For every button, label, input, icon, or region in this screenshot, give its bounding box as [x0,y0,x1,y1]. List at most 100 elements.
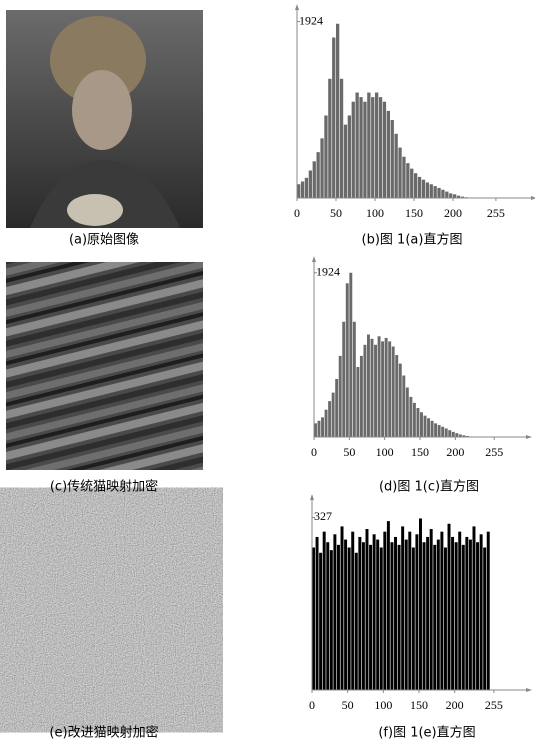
bar [408,532,411,690]
bar [437,188,440,198]
bar [401,526,404,690]
bar [325,410,328,437]
x-tick-label: 100 [376,445,394,459]
bar [473,526,476,690]
bar [380,548,383,691]
bar [452,432,455,437]
x-tick-label: 200 [444,206,462,220]
bar [410,169,413,198]
bar [406,163,409,198]
bar [462,545,465,690]
bar [360,356,363,437]
bar [378,336,381,437]
bar [356,367,359,437]
chart-caption: (b)图 1(a)直方图 [362,232,463,248]
bar [348,548,351,691]
bar [375,93,378,198]
bar [420,412,423,437]
bar [434,186,437,198]
bar [416,408,419,437]
bar [394,537,397,690]
bar [441,427,444,437]
y-axis-arrow [312,256,316,262]
x-tick-label: 100 [374,698,392,712]
bar [458,532,461,690]
bar [337,545,340,690]
bar [422,180,425,198]
x-tick-label: 150 [405,206,423,220]
bar [332,38,335,198]
bar [423,542,426,690]
bar [419,518,422,690]
x-tick-label: 0 [294,206,300,220]
y-axis-arrow [310,494,314,500]
bar [359,97,362,198]
x-axis-arrow [526,688,532,692]
bar [348,115,351,198]
bar [317,152,320,198]
bar [371,339,374,437]
bar [448,430,451,437]
image-caption: (e)改进猫映射加密 [49,725,158,741]
bar [433,545,436,690]
bar [328,79,331,198]
bar [330,550,333,690]
bar [356,93,359,198]
bar [438,425,441,437]
x-tick-label: 150 [411,445,429,459]
bar [395,134,398,198]
x-tick-label: 200 [446,698,464,712]
bar [412,548,415,691]
bar [476,542,479,690]
figure: (a)原始图像 (c)传统猫映射加密 (e)改进猫映射加密 0501001502… [0,0,535,744]
bar [362,542,365,690]
bar [395,355,398,437]
bar [352,102,355,198]
y-tick-label: 327 [314,509,332,523]
bar [437,540,440,690]
bar [430,529,433,690]
bar [469,540,472,690]
bar [414,173,417,198]
bar [388,341,391,437]
bar [340,79,343,198]
bar [336,24,339,198]
bar [445,428,448,437]
bar [319,553,322,690]
bar [309,170,312,198]
bar [367,335,370,437]
bar [440,532,443,690]
bar [402,157,405,198]
x-tick-label: 150 [410,698,428,712]
bar [318,421,321,437]
bar [358,537,361,690]
x-tick-label: 0 [309,698,315,712]
bar [383,102,386,198]
bar [399,364,402,437]
image-a [6,10,203,228]
bar [341,526,344,690]
x-tick-label: 255 [485,445,503,459]
bar [480,534,483,690]
x-tick-label: 0 [311,445,317,459]
bar [398,148,401,198]
bar [344,125,347,198]
bar [392,347,395,437]
x-axis-arrow [531,196,535,200]
x-tick-label: 255 [485,698,503,712]
bar [387,111,390,198]
bar [398,545,401,690]
bar [444,548,447,691]
bar [441,190,444,198]
x-tick-label: 50 [343,445,355,459]
bar [301,181,304,198]
bar [363,102,366,198]
x-tick-label: 200 [446,445,464,459]
image-caption: (c)传统猫映射加密 [50,479,158,495]
y-tick-label: 1924 [299,13,323,27]
bar [455,542,458,690]
x-tick-label: 100 [366,206,384,220]
bar [324,115,327,198]
bar [366,529,369,690]
bar [332,393,335,437]
